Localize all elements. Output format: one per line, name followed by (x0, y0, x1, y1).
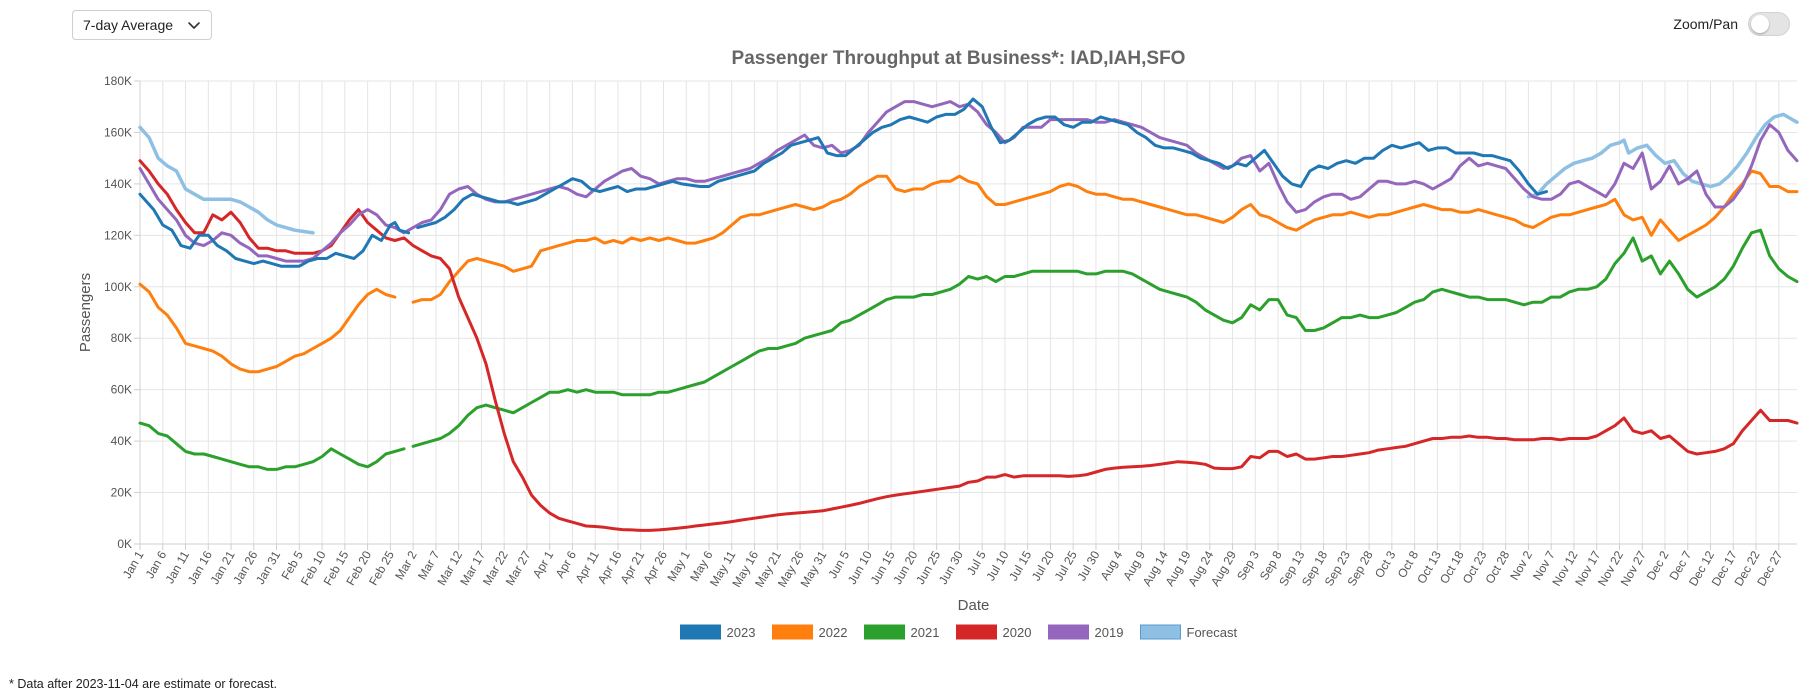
series-line-2023 (416, 97, 1549, 230)
x-tick-label: Oct 3 (1372, 548, 1399, 580)
legend-item-2021: 2021 (864, 624, 940, 640)
x-tick-label: Jan 1 (120, 548, 147, 581)
x-tick-label: Nov 2 (1507, 548, 1535, 582)
series-2022 (138, 169, 1799, 374)
x-tick-label: Mar 2 (392, 548, 420, 582)
x-tick-label: Aug 4 (1098, 548, 1126, 582)
legend-item-forecast: Forecast (1140, 624, 1238, 640)
legend-item-2020: 2020 (956, 624, 1032, 640)
series-line-2021 (411, 228, 1799, 448)
x-tick-label: Apr 1 (530, 548, 557, 580)
y-tick-label: 20K (111, 486, 132, 500)
zoom-pan-control: Zoom/Pan (1673, 12, 1790, 36)
legend-swatch (1048, 624, 1089, 640)
legend-label: 2022 (819, 625, 848, 640)
zoom-pan-toggle[interactable] (1748, 12, 1790, 36)
footnote: * Data after 2023-11-04 are estimate or … (9, 677, 277, 691)
legend-swatch (1140, 624, 1181, 640)
legend-label: 2023 (727, 625, 756, 640)
y-tick-label: 0K (117, 537, 132, 551)
legend-item-2019: 2019 (1048, 624, 1124, 640)
zoom-pan-label: Zoom/Pan (1673, 16, 1738, 32)
throughput-chart: Passenger Throughput at Business*: IAD,I… (77, 48, 1799, 640)
y-tick-label: 160K (104, 125, 132, 139)
series-line-2021 (138, 421, 406, 471)
x-tick-label: Oct 28 (1482, 548, 1512, 586)
series-forecast (138, 112, 1799, 235)
y-tick-label: 80K (111, 331, 132, 345)
y-tick-label: 140K (104, 177, 132, 191)
x-tick-label: Dec 2 (1644, 548, 1672, 582)
series-line-2022 (138, 282, 397, 374)
legend-swatch (864, 624, 905, 640)
legend-swatch (772, 624, 813, 640)
legend-swatch (956, 624, 997, 640)
y-tick-label: 120K (104, 228, 132, 242)
y-tick-label: 100K (104, 280, 132, 294)
grid (134, 80, 1797, 550)
legend-label: 2019 (1095, 625, 1124, 640)
average-select-value: 7-day Average (83, 17, 174, 33)
y-tick-label: 40K (111, 434, 132, 448)
series-line-2020 (138, 159, 1799, 532)
legend-label: Forecast (1187, 625, 1238, 640)
chevron-down-icon (188, 22, 200, 29)
y-tick-label: 60K (111, 383, 132, 397)
legend-item-2022: 2022 (772, 624, 848, 640)
average-select[interactable]: 7-day Average (72, 10, 212, 40)
y-axis-label: Passengers (77, 273, 94, 352)
series-2023 (138, 97, 1549, 268)
series-line-2023 (138, 192, 411, 268)
x-tick-label: Apr 26 (640, 548, 670, 586)
legend-swatch (680, 624, 721, 640)
legend-label: 2021 (911, 625, 940, 640)
legend-item-2023: 2023 (680, 624, 756, 640)
series-line-2022 (411, 169, 1799, 304)
series-line-forecast (138, 125, 315, 235)
x-axis-label: Date (958, 597, 990, 614)
legend-label: 2020 (1003, 625, 1032, 640)
y-tick-label: 180K (104, 74, 132, 88)
series-2020 (138, 159, 1799, 532)
x-tick-label: Sep 3 (1234, 548, 1262, 582)
chart-title: Passenger Throughput at Business*: IAD,I… (732, 48, 1186, 69)
series-line-forecast (1526, 112, 1799, 199)
toggle-knob (1751, 15, 1769, 33)
x-tick-label: Jul 30 (1074, 548, 1102, 583)
series-2021 (138, 228, 1799, 471)
